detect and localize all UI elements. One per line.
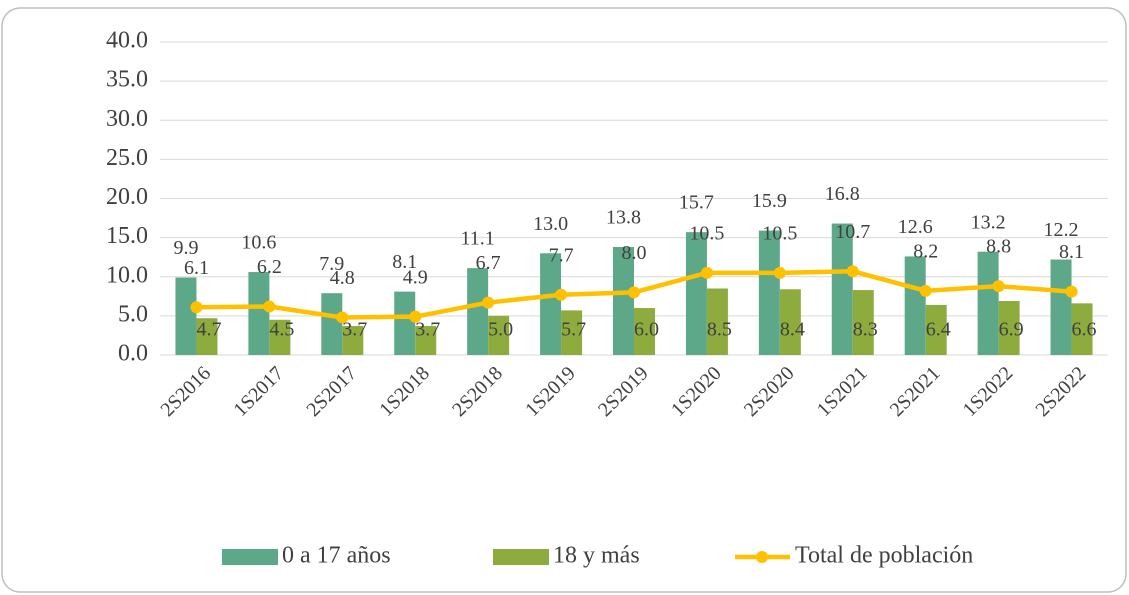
- bar: [342, 326, 364, 355]
- line-marker: [628, 286, 640, 299]
- y-tick-label: 5.0: [118, 301, 148, 327]
- data-label: 9.9: [173, 237, 198, 259]
- line-marker: [846, 265, 859, 278]
- y-tick-label: 40.0: [106, 28, 148, 54]
- data-label: 4.5: [269, 319, 294, 341]
- bar: [415, 326, 437, 355]
- line-marker: [482, 296, 495, 309]
- data-label: 8.0: [622, 242, 647, 264]
- data-label: 6.2: [257, 256, 282, 278]
- data-label: 12.6: [898, 216, 933, 238]
- bar: [561, 310, 583, 355]
- data-label: 6.6: [1072, 319, 1097, 341]
- data-label: 10.5: [689, 222, 724, 244]
- data-label: 5.0: [488, 319, 513, 341]
- bar: [779, 289, 801, 355]
- bar: [540, 253, 562, 355]
- data-label: 7.9: [319, 253, 344, 275]
- data-label: 8.2: [913, 240, 938, 262]
- bar: [904, 256, 926, 355]
- data-label: 15.9: [752, 190, 787, 212]
- y-tick-label: 15.0: [106, 223, 148, 249]
- bar: [488, 315, 510, 355]
- bar: [852, 290, 874, 355]
- legend-label: Total de población: [795, 543, 973, 569]
- bar: [269, 319, 291, 355]
- bar: [248, 272, 270, 355]
- chart-frame: [1, 7, 1127, 593]
- legend-label: 0 a 17 años: [282, 543, 391, 569]
- bar: [831, 223, 853, 355]
- line-marker: [773, 266, 786, 279]
- data-label: 3.7: [415, 319, 440, 341]
- bar: [706, 288, 728, 355]
- data-label: 8.4: [780, 319, 805, 341]
- data-label: 3.7: [342, 319, 367, 341]
- bar: [758, 230, 780, 355]
- data-label: 4.7: [196, 319, 221, 341]
- y-tick-label: 20.0: [106, 184, 148, 210]
- line-marker: [190, 301, 203, 314]
- y-tick-label: 25.0: [106, 145, 148, 171]
- bar: [925, 304, 947, 355]
- line-marker: [1065, 285, 1078, 298]
- data-label: 15.7: [679, 192, 714, 214]
- bar: [1071, 303, 1093, 355]
- y-tick-label: 0.0: [118, 341, 148, 367]
- data-label: 8.8: [986, 236, 1011, 258]
- data-label: 4.9: [403, 266, 428, 288]
- data-label: 13.8: [606, 207, 641, 229]
- data-label: 11.1: [461, 228, 495, 250]
- data-label: 8.3: [853, 319, 878, 341]
- data-label: 6.4: [926, 319, 951, 341]
- y-tick-label: 30.0: [106, 106, 148, 132]
- line-marker: [263, 300, 276, 313]
- line-marker: [555, 288, 568, 301]
- data-label: 12.2: [1044, 219, 1079, 241]
- line-marker: [992, 280, 1005, 293]
- bar: [1050, 259, 1072, 355]
- bar: [196, 318, 218, 355]
- data-label: 10.6: [241, 232, 276, 254]
- legend-swatch: [493, 549, 549, 565]
- data-label: 13.0: [533, 213, 568, 235]
- bar: [321, 293, 343, 355]
- data-label: 5.7: [561, 319, 586, 341]
- bar: [613, 247, 634, 355]
- line-marker: [919, 284, 932, 297]
- y-tick-label: 10.0: [106, 262, 148, 288]
- bar: [634, 308, 655, 355]
- y-tick-label: 35.0: [106, 67, 148, 93]
- bar: [685, 232, 707, 355]
- data-label: 16.8: [825, 183, 860, 205]
- data-label: 8.1: [1059, 241, 1084, 263]
- line-marker: [700, 266, 713, 279]
- data-label: 8.1: [392, 251, 417, 273]
- data-label: 6.0: [634, 319, 659, 341]
- data-label: 10.7: [835, 221, 870, 243]
- legend-swatch: [222, 549, 278, 565]
- bar: [467, 268, 489, 355]
- data-label: 13.2: [971, 211, 1006, 233]
- data-label: 10.5: [762, 222, 797, 244]
- bar: [977, 251, 999, 355]
- data-label: 6.9: [999, 319, 1024, 341]
- data-label: 4.8: [330, 267, 355, 289]
- bar: [394, 291, 416, 355]
- bar: [175, 277, 197, 355]
- legend-label: 18 y más: [553, 543, 640, 569]
- bar: [998, 301, 1020, 355]
- data-label: 7.7: [549, 244, 574, 266]
- data-label: 6.1: [184, 257, 209, 279]
- legend-marker: [756, 551, 768, 563]
- data-label: 8.5: [707, 319, 732, 341]
- line-marker: [409, 310, 422, 323]
- line-marker: [336, 311, 349, 324]
- data-label: 6.7: [476, 252, 501, 274]
